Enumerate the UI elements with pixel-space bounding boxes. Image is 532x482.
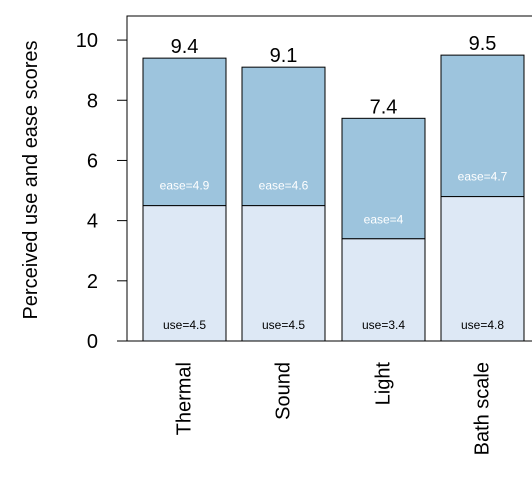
ease-label: ease=4 xyxy=(364,213,404,227)
y-tick-label: 0 xyxy=(87,331,98,353)
y-axis-label: Perceived use and ease scores xyxy=(20,40,42,319)
bar-ease-2 xyxy=(341,117,426,240)
x-tick-label: Bath scale xyxy=(472,362,494,455)
use-label: use=4.5 xyxy=(163,318,206,332)
y-tick-label: 8 xyxy=(87,90,98,112)
total-label: 9.1 xyxy=(270,45,298,67)
y-tick-label: 10 xyxy=(76,30,98,52)
bar-use-3 xyxy=(440,196,525,342)
ease-label: ease=4.9 xyxy=(160,179,210,193)
x-tick-label: Light xyxy=(373,362,395,406)
x-tick-label: Thermal xyxy=(174,362,196,435)
ease-label: ease=4.6 xyxy=(259,179,309,193)
total-label: 9.5 xyxy=(469,33,497,55)
use-label: use=3.4 xyxy=(362,318,405,332)
y-tick-label: 4 xyxy=(87,211,98,233)
plot-frame xyxy=(126,15,532,342)
y-axis: 0 2 4 6 8 10 xyxy=(76,30,127,353)
plot-frame-rect xyxy=(126,15,532,342)
bar-ease-1 xyxy=(241,66,326,207)
bar-use-0 xyxy=(142,205,227,342)
bar-use-2 xyxy=(341,238,426,342)
x-axis-labels: Thermal Sound Light Bath scale xyxy=(174,362,494,456)
bar-ease-3 xyxy=(440,54,525,198)
total-label: 7.4 xyxy=(370,96,398,118)
use-label: use=4.5 xyxy=(262,318,305,332)
x-tick-label: Sound xyxy=(273,362,295,420)
ease-label: ease=4.7 xyxy=(458,170,508,184)
y-tick-label: 6 xyxy=(87,150,98,172)
total-label: 9.4 xyxy=(171,36,199,58)
y-tick-label: 2 xyxy=(87,271,98,293)
bar-use-1 xyxy=(241,205,326,342)
bar-ease-0 xyxy=(142,57,227,207)
use-label: use=4.8 xyxy=(461,318,504,332)
bars: 9.4 ease=4.9 use=4.5 9.1 ease=4.6 use=4.5 7.4 e… xyxy=(142,33,525,342)
